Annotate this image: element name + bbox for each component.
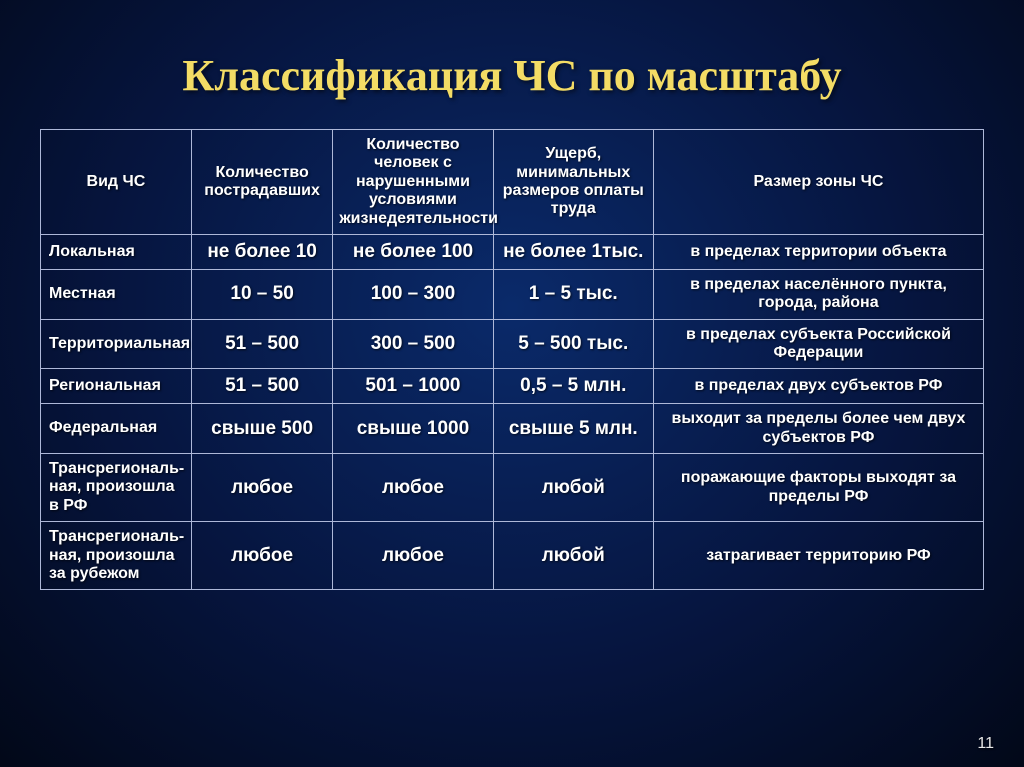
cell-damage: 0,5 – 5 млн. — [493, 369, 653, 404]
cell-zone: в пределах территории объекта — [653, 234, 983, 269]
table-row: Региональная 51 – 500 501 – 1000 0,5 – 5… — [41, 369, 984, 404]
table-header-row: Вид ЧС Количество пострадавших Количеств… — [41, 130, 984, 235]
cell-victims: 51 – 500 — [191, 319, 332, 369]
cell-zone: в пределах населённого пункта, города, р… — [653, 269, 983, 319]
cell-damage: 1 – 5 тыс. — [493, 269, 653, 319]
col-header-disrupted: Количество человек с нарушенными условия… — [333, 130, 493, 235]
table-row: Федеральная свыше 500 свыше 1000 свыше 5… — [41, 404, 984, 454]
cell-zone: затрагивает территорию РФ — [653, 522, 983, 590]
cell-damage: любой — [493, 522, 653, 590]
cell-zone: в пределах двух субъектов РФ — [653, 369, 983, 404]
row-label: Трансрегиональ-ная, произошла за рубежом — [41, 522, 192, 590]
cell-victims: любое — [191, 522, 332, 590]
row-label: Региональная — [41, 369, 192, 404]
slide-title: Классификация ЧС по масштабу — [40, 50, 984, 101]
cell-disrupted: не более 100 — [333, 234, 493, 269]
cell-victims: любое — [191, 453, 332, 521]
cell-victims: не более 10 — [191, 234, 332, 269]
cell-disrupted: 300 – 500 — [333, 319, 493, 369]
col-header-victims: Количество пострадавших — [191, 130, 332, 235]
cell-disrupted: любое — [333, 453, 493, 521]
cell-zone: выходит за пределы более чем двух субъек… — [653, 404, 983, 454]
cell-damage: любой — [493, 453, 653, 521]
col-header-zone: Размер зоны ЧС — [653, 130, 983, 235]
table-row: Трансрегиональ-ная, произошла в РФ любое… — [41, 453, 984, 521]
col-header-damage: Ущерб, минимальных размеров оплаты труда — [493, 130, 653, 235]
row-label: Федеральная — [41, 404, 192, 454]
row-label: Трансрегиональ-ная, произошла в РФ — [41, 453, 192, 521]
cell-damage: не более 1тыс. — [493, 234, 653, 269]
row-label: Территориальная — [41, 319, 192, 369]
cell-damage: 5 – 500 тыс. — [493, 319, 653, 369]
row-label: Локальная — [41, 234, 192, 269]
classification-table: Вид ЧС Количество пострадавших Количеств… — [40, 129, 984, 590]
cell-damage: свыше 5 млн. — [493, 404, 653, 454]
col-header-type: Вид ЧС — [41, 130, 192, 235]
table-row: Локальная не более 10 не более 100 не бо… — [41, 234, 984, 269]
table-row: Трансрегиональ-ная, произошла за рубежом… — [41, 522, 984, 590]
cell-victims: 51 – 500 — [191, 369, 332, 404]
table-row: Местная 10 – 50 100 – 300 1 – 5 тыс. в п… — [41, 269, 984, 319]
table-row: Территориальная 51 – 500 300 – 500 5 – 5… — [41, 319, 984, 369]
page-number: 11 — [977, 735, 994, 753]
cell-disrupted: 501 – 1000 — [333, 369, 493, 404]
cell-victims: 10 – 50 — [191, 269, 332, 319]
cell-disrupted: свыше 1000 — [333, 404, 493, 454]
cell-victims: свыше 500 — [191, 404, 332, 454]
cell-zone: поражающие факторы выходят за пределы РФ — [653, 453, 983, 521]
row-label: Местная — [41, 269, 192, 319]
cell-disrupted: 100 – 300 — [333, 269, 493, 319]
cell-disrupted: любое — [333, 522, 493, 590]
cell-zone: в пределах субъекта Российской Федерации — [653, 319, 983, 369]
slide: Классификация ЧС по масштабу Вид ЧС Коли… — [0, 0, 1024, 767]
